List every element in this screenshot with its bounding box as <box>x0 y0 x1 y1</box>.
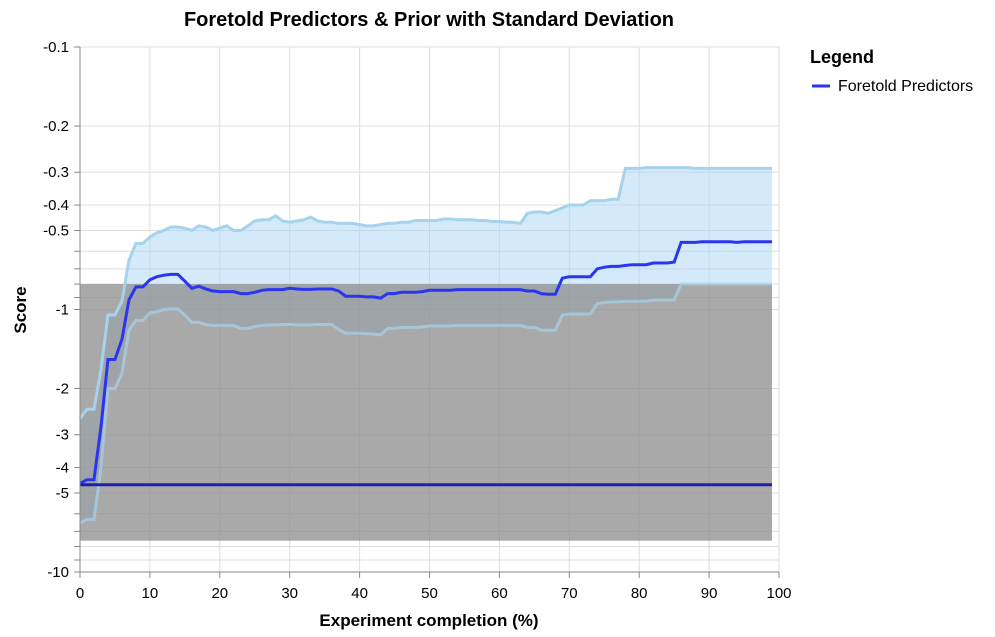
y-tick-label: -1 <box>56 302 69 319</box>
x-tick-label: 50 <box>421 585 438 602</box>
y-axis-title: Score <box>11 286 30 333</box>
foretold-predictors-lower-line <box>79 282 773 525</box>
series-lines <box>78 166 773 525</box>
tick-labels: 0 10 20 30 40 50 60 70 80 90 100 -0.1 -0.2 -0.3 -0.4 -0… <box>43 39 791 602</box>
y-tick-label: -0.3 <box>43 164 69 181</box>
chart-title: Foretold Predictors & Prior with Standar… <box>184 9 674 31</box>
x-tick-label: 30 <box>281 585 298 602</box>
legend-label-foretold-predictors: Foretold Predictors <box>838 78 973 95</box>
x-axis-title: Experiment completion (%) <box>319 611 538 630</box>
x-tick-label: 10 <box>142 585 159 602</box>
legend: Legend Foretold Predictors <box>810 47 973 95</box>
prior-band <box>80 284 773 541</box>
y-tick-label: -2 <box>56 381 69 398</box>
x-tick-label: 80 <box>631 585 648 602</box>
x-tick-label: 20 <box>211 585 228 602</box>
y-tick-label: -0.2 <box>43 118 69 135</box>
x-tick-label: 100 <box>766 585 791 602</box>
x-tick-label: 40 <box>351 585 368 602</box>
foretold-predictors-line <box>79 240 773 485</box>
y-tick-label: -3 <box>56 427 69 444</box>
legend-title: Legend <box>810 47 874 67</box>
y-tick-label: -10 <box>47 564 69 581</box>
axes <box>74 46 780 578</box>
foretold-predictors-band <box>80 167 773 523</box>
y-tick-label: -0.1 <box>43 39 69 56</box>
x-tick-label: 90 <box>701 585 718 602</box>
y-tick-label: -0.5 <box>43 222 69 239</box>
y-tick-label: -4 <box>56 460 69 477</box>
y-tick-label: -0.4 <box>43 197 69 214</box>
y-tick-label: -5 <box>56 485 69 502</box>
foretold-predictors-upper-line <box>78 166 773 420</box>
x-tick-label: 0 <box>76 585 84 602</box>
x-tick-label: 60 <box>491 585 508 602</box>
x-tick-label: 70 <box>561 585 578 602</box>
